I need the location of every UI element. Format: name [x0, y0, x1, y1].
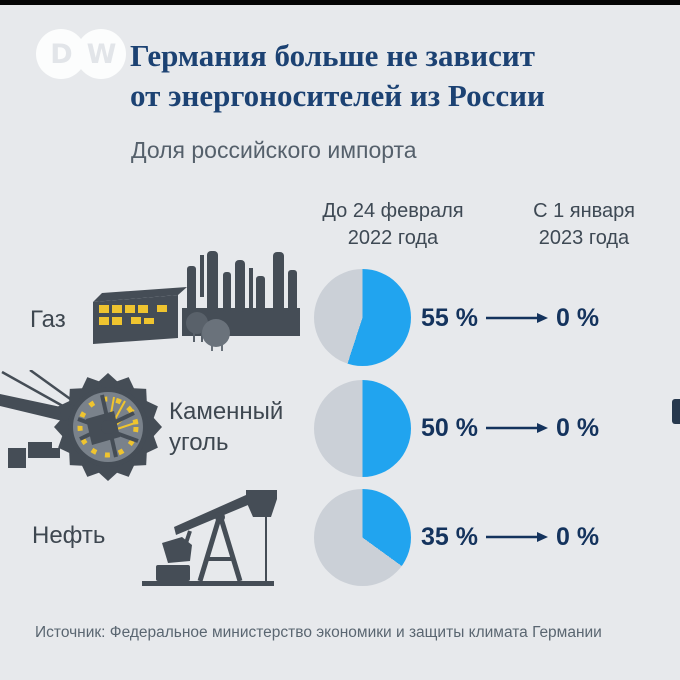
value-oil-before: 35 %	[421, 523, 478, 551]
row-oil: Нефть 35 % 0 %	[0, 485, 680, 593]
source-note: Источник: Федеральное министерство эконо…	[35, 624, 602, 641]
dw-logo-circle-w: W	[76, 29, 126, 79]
gas-refinery-icon	[93, 251, 300, 351]
top-border	[0, 0, 680, 5]
column-header-after: С 1 января 2023 года	[500, 198, 668, 252]
row-coal: Каменный уголь 50 % 0 %	[0, 368, 680, 482]
page-title-line2: от энергоносителей из России	[130, 78, 545, 113]
value-coal-after: 0 %	[556, 414, 600, 442]
dw-logo-letter-w: W	[86, 38, 117, 70]
value-gas-after: 0 %	[556, 304, 600, 332]
clipped-edge-element	[672, 399, 680, 424]
column-header-after-line2: 2023 года	[538, 227, 630, 249]
row-label-coal: Каменный уголь	[169, 398, 284, 456]
row-label-gas: Газ	[30, 306, 66, 333]
arrow-right-icon	[486, 423, 548, 433]
row-gas: Газ	[0, 250, 680, 382]
arrow-right-icon	[486, 313, 548, 323]
value-gas-before: 55 %	[421, 304, 478, 332]
column-header-before: До 24 февраля 2022 года	[296, 198, 490, 252]
page-title-line1: Германия больше не зависит	[130, 38, 535, 73]
value-oil-after: 0 %	[556, 523, 600, 551]
value-coal-before: 50 %	[421, 414, 478, 442]
coal-excavator-icon	[0, 370, 162, 481]
pie-gas-before	[314, 269, 411, 366]
bucket-wheel	[54, 373, 162, 481]
pie-coal-before	[314, 380, 411, 477]
oil-pumpjack-icon	[142, 490, 277, 586]
dw-logo: D W	[36, 28, 130, 80]
chart-subtitle: Доля российского импорта	[131, 137, 417, 163]
factory-windows	[99, 305, 167, 325]
column-header-after-line1: С 1 января	[533, 200, 635, 222]
pie-oil-before	[314, 489, 411, 586]
arrow-right-icon	[486, 532, 548, 542]
column-header-before-line2: 2022 года	[347, 227, 439, 249]
dw-logo-letter-d: D	[50, 38, 72, 70]
row-label-oil: Нефть	[32, 522, 106, 549]
column-header-before-line1: До 24 февраля	[322, 200, 464, 222]
